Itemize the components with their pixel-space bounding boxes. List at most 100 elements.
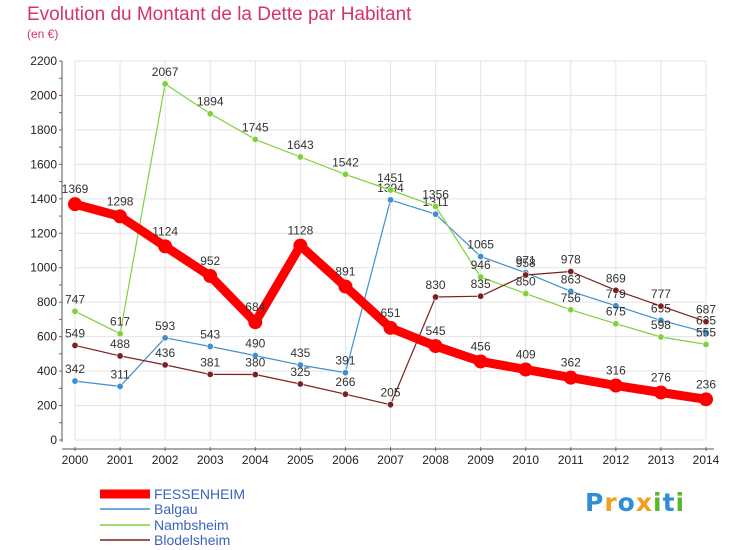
- x-tick-label: 2010: [512, 453, 539, 467]
- y-tick-label: 1400: [30, 192, 57, 206]
- data-label: 490: [245, 337, 265, 351]
- data-point: [657, 333, 665, 341]
- x-tick-label: 2013: [648, 453, 675, 467]
- data-point: [116, 382, 124, 390]
- data-point: [612, 286, 620, 294]
- y-tick-label: 600: [37, 330, 57, 344]
- data-label: 747: [65, 292, 85, 306]
- data-point: [338, 279, 353, 294]
- data-point: [699, 392, 713, 407]
- y-tick-label: 400: [37, 364, 57, 378]
- data-point: [251, 371, 259, 379]
- data-label: 850: [516, 275, 536, 289]
- data-label: 651: [380, 306, 400, 320]
- x-tick-label: 2000: [62, 453, 89, 467]
- data-point: [563, 370, 578, 385]
- x-tick-label: 2012: [603, 453, 630, 467]
- data-label: 205: [380, 386, 400, 400]
- data-point: [477, 273, 485, 281]
- data-point: [657, 316, 665, 324]
- data-label: 266: [335, 375, 355, 389]
- data-point: [296, 380, 304, 388]
- data-label: 549: [65, 326, 85, 340]
- data-label: 958: [516, 256, 536, 270]
- data-point: [251, 135, 259, 143]
- chart-subtitle: (en €): [27, 27, 59, 41]
- logo-letter: x: [635, 488, 653, 517]
- data-point: [432, 293, 440, 301]
- data-point: [477, 253, 485, 261]
- data-point: [612, 302, 620, 310]
- data-label: 380: [245, 356, 265, 370]
- y-tick-label: 800: [37, 295, 57, 309]
- data-label: 978: [561, 253, 581, 267]
- data-point: [473, 354, 488, 369]
- data-label: 545: [426, 324, 446, 338]
- data-point: [206, 370, 214, 378]
- data-point: [293, 238, 308, 253]
- data-point: [702, 328, 710, 336]
- x-tick-label: 2009: [467, 453, 494, 467]
- data-label: 543: [200, 327, 220, 341]
- data-label: 316: [606, 364, 626, 378]
- data-label: 1369: [62, 182, 89, 196]
- data-label: 1643: [287, 138, 314, 152]
- data-label: 2067: [152, 65, 179, 79]
- data-point: [428, 339, 443, 354]
- data-point: [653, 385, 668, 400]
- legend-label: Blodelsheim: [154, 532, 230, 548]
- data-point: [702, 340, 710, 348]
- data-label: 362: [561, 356, 581, 370]
- data-point: [161, 361, 169, 369]
- data-label: 1124: [152, 224, 178, 238]
- data-point: [158, 239, 173, 254]
- data-point: [116, 352, 124, 360]
- data-label: 276: [651, 370, 671, 384]
- data-point: [608, 378, 623, 393]
- data-point: [248, 315, 263, 330]
- data-label: 1311: [423, 195, 449, 209]
- logo-letter: r: [604, 488, 618, 517]
- data-label: 488: [110, 337, 130, 351]
- data-point: [71, 307, 79, 315]
- x-tick-label: 2014: [693, 453, 720, 467]
- data-label: 435: [290, 346, 310, 360]
- legend-label: Balgau: [154, 501, 198, 517]
- logo-letter: i: [675, 488, 686, 517]
- data-label: 381: [200, 355, 220, 369]
- data-label: 779: [606, 287, 626, 301]
- logo-letter: i: [653, 488, 663, 517]
- legend-label: Nambsheim: [154, 517, 229, 533]
- data-label: 598: [651, 318, 671, 332]
- data-point: [113, 209, 128, 224]
- data-label: 325: [290, 365, 310, 379]
- data-label: 869: [606, 271, 626, 285]
- data-point: [341, 170, 349, 178]
- data-label: 684: [245, 300, 265, 314]
- y-tick-label: 200: [37, 399, 57, 413]
- data-point: [116, 330, 124, 338]
- x-tick-label: 2006: [332, 453, 359, 467]
- data-label: 777: [651, 287, 671, 301]
- data-point: [68, 197, 82, 212]
- data-point: [203, 268, 218, 283]
- data-label: 1451: [377, 171, 404, 185]
- data-point: [206, 342, 214, 350]
- data-point: [386, 401, 394, 409]
- data-label: 555: [696, 325, 716, 339]
- logo-letter: o: [617, 488, 636, 517]
- data-label: 593: [155, 319, 175, 333]
- data-label: 952: [200, 254, 220, 268]
- data-label: 1298: [107, 194, 134, 208]
- x-tick-label: 2002: [152, 453, 179, 467]
- data-point: [702, 318, 710, 326]
- x-tick-label: 2011: [558, 453, 584, 467]
- data-point: [522, 271, 530, 279]
- legend-label: FESSENHEIM: [154, 486, 245, 502]
- data-label: 456: [471, 339, 491, 353]
- data-point: [432, 202, 440, 210]
- data-point: [341, 369, 349, 377]
- y-tick-label: 2000: [30, 88, 57, 102]
- y-tick-label: 0: [50, 433, 57, 447]
